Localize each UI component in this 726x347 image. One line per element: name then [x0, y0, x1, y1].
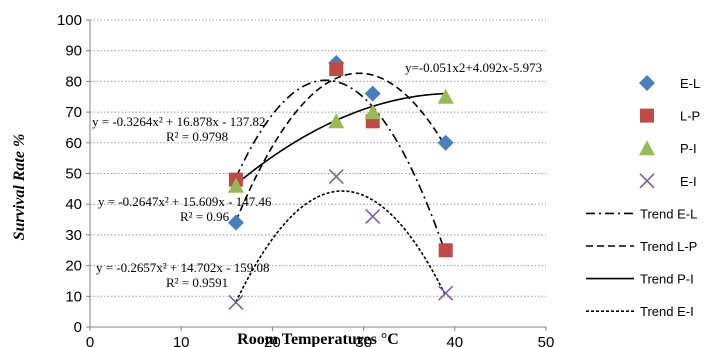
- legend-label: L-P: [680, 109, 700, 124]
- legend-marker-e-l: [639, 75, 655, 91]
- y-tick-label: 30: [65, 227, 82, 244]
- r2-trend-l-p: R² = 0.96: [180, 209, 230, 224]
- data-point-e-l: [227, 214, 244, 231]
- trendlines: [235, 72, 447, 303]
- y-tick-label: 50: [65, 166, 82, 183]
- legend-label: E-I: [680, 174, 697, 189]
- legend: E-L L-P P-I E-I Trend E-L Trend L-P Trend P-I T…: [586, 75, 700, 319]
- data-point-p-i: [364, 104, 381, 120]
- y-axis-label: Survival Rate %: [11, 134, 28, 241]
- y-tick-label: 90: [65, 43, 82, 60]
- trendline-trend-p-i: [235, 92, 446, 186]
- data-point-e-l: [437, 134, 454, 151]
- trend-equations: y = -0.3264x² + 16.878x - 137.82 R² = 0.…: [92, 60, 542, 290]
- x-tick-labels: 0 10 20 30 40 50: [86, 334, 555, 347]
- legend-label: Trend E-I: [640, 304, 694, 319]
- legend-label: E-L: [680, 76, 700, 91]
- y-tick-label: 20: [65, 258, 82, 275]
- equation-trend-l-p: y = -0.2647x² + 15.609x - 147.46: [98, 194, 272, 209]
- x-axis-label: Room Temperatures °C: [237, 331, 399, 347]
- legend-marker-p-i: [639, 140, 655, 156]
- legend-label: Trend E-L: [640, 206, 697, 221]
- data-point-l-p: [329, 62, 344, 77]
- y-tick-label: 10: [65, 288, 82, 305]
- x-tick-label: 20: [264, 334, 281, 347]
- trendline-trend-e-i: [235, 190, 447, 303]
- equation-trend-e-l: y = -0.3264x² + 16.878x - 137.82: [92, 114, 265, 129]
- data-points: [227, 54, 454, 311]
- data-point-p-i: [437, 88, 454, 104]
- data-point-l-p: [438, 243, 453, 258]
- data-point-e-i: [328, 169, 344, 185]
- axes: [86, 19, 547, 331]
- y-tick-label: 60: [65, 135, 82, 152]
- x-tick-label: 0: [86, 334, 94, 347]
- x-tick-label: 50: [538, 334, 555, 347]
- data-point-e-i: [228, 294, 244, 311]
- gridlines: [90, 19, 546, 297]
- x-tick-label: 10: [173, 334, 190, 347]
- legend-marker-l-p: [640, 108, 654, 123]
- x-tick-label: 40: [446, 334, 463, 347]
- data-point-e-i: [438, 285, 454, 301]
- y-tick-label: 80: [65, 73, 82, 90]
- y-tick-labels: 0 10 20 30 40 50 60 70 80 90 100: [57, 12, 82, 336]
- legend-label: Trend L-P: [640, 239, 697, 254]
- data-point-p-i: [328, 113, 345, 129]
- trendline-trend-e-l: [235, 79, 447, 254]
- legend-label: P-I: [680, 141, 697, 156]
- y-tick-label: 0: [74, 319, 82, 336]
- legend-label: Trend P-I: [640, 272, 694, 287]
- r2-trend-e-l: R² = 0.9798: [166, 129, 228, 144]
- equation-trend-e-i: y = -0.2657x² + 14.702x - 159.08: [96, 260, 269, 275]
- data-point-e-i: [365, 208, 381, 225]
- equation-trend-p-i: y=-0.051x2+4.092x-5.973: [405, 60, 542, 75]
- y-tick-label: 70: [65, 104, 82, 121]
- y-tick-label: 40: [65, 196, 82, 213]
- y-tick-label: 100: [57, 12, 82, 29]
- data-point-p-i: [227, 177, 244, 193]
- legend-marker-e-i: [639, 173, 655, 189]
- x-tick-label: 30: [355, 334, 372, 347]
- trendline-trend-l-p: [235, 72, 447, 222]
- r2-trend-e-i: R² = 0.9591: [166, 275, 228, 290]
- data-point-e-l: [364, 85, 381, 102]
